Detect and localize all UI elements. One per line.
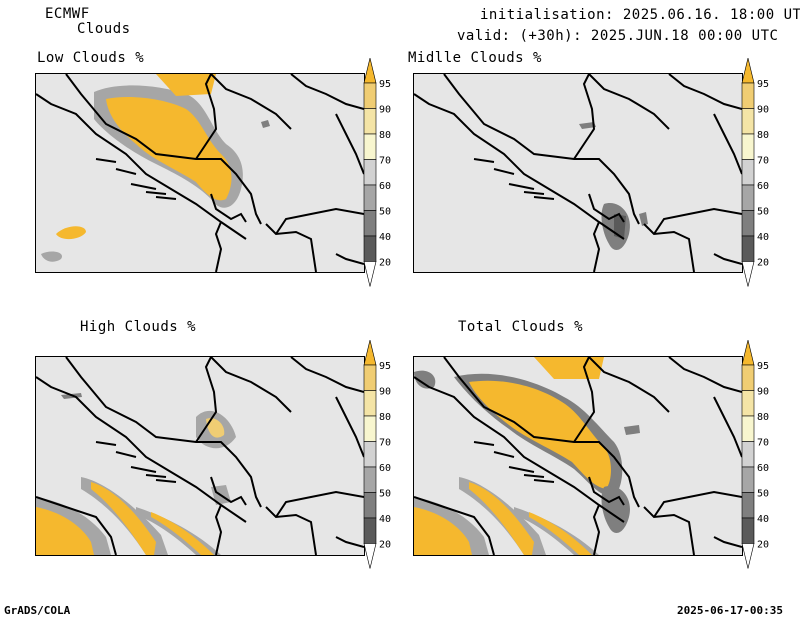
- colorbar-label: 80: [379, 130, 391, 141]
- colorbar-label: 95: [757, 79, 769, 90]
- colorbar-total: 95 90 80 70 60 50 40 20: [741, 340, 769, 569]
- colorbar-segment: [741, 82, 755, 109]
- colorbar-segment: [363, 108, 377, 135]
- colorbar-segment: [741, 364, 755, 391]
- borders-middle: [414, 74, 742, 272]
- colorbar-segment: [741, 441, 755, 468]
- colorbar-label: 60: [379, 463, 391, 474]
- colorbar-label: 20: [757, 258, 769, 269]
- colorbar-bottom-triangle: [363, 543, 377, 569]
- colorbar-segment: [363, 492, 377, 519]
- colorbar-segment: [741, 492, 755, 519]
- map-low-clouds: [35, 73, 365, 273]
- colorbar-top-triangle: [363, 58, 377, 84]
- colorbar-bottom-triangle: [363, 261, 377, 287]
- colorbar-bottom-triangle: [741, 261, 755, 287]
- colorbar-label: 50: [379, 489, 391, 500]
- init-time: initialisation: 2025.06.16. 18:00 UTC: [480, 7, 800, 23]
- colorbar-segment: [741, 210, 755, 237]
- colorbar-segment: [363, 415, 377, 442]
- colorbar-label: 60: [379, 181, 391, 192]
- colorbar-label: 50: [379, 207, 391, 218]
- colorbar-segment: [363, 159, 377, 186]
- map-middle-clouds: [413, 73, 743, 273]
- colorbar-segment: [363, 441, 377, 468]
- colorbar-top-triangle: [363, 340, 377, 366]
- valid-time: valid: (+30h): 2025.JUN.18 00:00 UTC: [457, 28, 779, 44]
- colorbar-label: 40: [379, 232, 391, 243]
- panel-title-total: Total Clouds %: [458, 319, 584, 335]
- colorbar-label: 90: [757, 105, 769, 116]
- colorbar-label: 20: [379, 258, 391, 269]
- cloud-field-low: [41, 74, 270, 262]
- colorbar-label: 20: [379, 540, 391, 551]
- colorbar-segment: [363, 133, 377, 160]
- map-total-clouds: [413, 356, 743, 556]
- colorbar-low: 95 90 80 70 60 50 40 20: [363, 58, 391, 287]
- panel-title-low: Low Clouds %: [37, 50, 145, 66]
- colorbar-segment: [363, 466, 377, 493]
- footer-timestamp: 2025-06-17-00:35: [677, 604, 783, 617]
- colorbar-segment: [363, 210, 377, 237]
- colorbar-segment: [741, 159, 755, 186]
- colorbar-label: 70: [379, 438, 391, 449]
- colorbar-segment: [741, 235, 755, 262]
- borders-high: [36, 357, 364, 555]
- panel-title-middle: Midlle Clouds %: [408, 50, 542, 66]
- colorbar-label: 70: [757, 156, 769, 167]
- colorbar-segment: [363, 82, 377, 109]
- colorbar-segment: [363, 517, 377, 544]
- colorbar-label: 50: [757, 207, 769, 218]
- colorbar-top-triangle: [741, 58, 755, 84]
- colorbar-segment: [741, 466, 755, 493]
- colorbar-label: 80: [757, 412, 769, 423]
- colorbar-segment: [741, 415, 755, 442]
- colorbar-label: 95: [379, 361, 391, 372]
- colorbar-label: 70: [379, 156, 391, 167]
- footer-software: GrADS/COLA: [4, 604, 71, 617]
- colorbar-label: 40: [757, 232, 769, 243]
- colorbar-label: 80: [757, 130, 769, 141]
- product-name: Clouds: [77, 21, 131, 37]
- colorbar-label: 95: [379, 79, 391, 90]
- colorbar-label: 90: [379, 105, 391, 116]
- colorbar-label: 90: [757, 387, 769, 398]
- colorbar-middle: 95 90 80 70 60 50 40 20: [741, 58, 769, 287]
- colorbar-bottom-triangle: [741, 543, 755, 569]
- colorbar-high: 95 90 80 70 60 50 40 20: [363, 340, 391, 569]
- borders-total: [414, 357, 742, 555]
- colorbar-segment: [741, 184, 755, 211]
- colorbar-segment: [741, 517, 755, 544]
- colorbar-label: 90: [379, 387, 391, 398]
- colorbar-label: 70: [757, 438, 769, 449]
- panel-title-high: High Clouds %: [80, 319, 197, 335]
- colorbar-segment: [363, 390, 377, 417]
- borders-low: [36, 74, 364, 272]
- model-name: ECMWF: [45, 6, 90, 22]
- colorbar-label: 60: [757, 463, 769, 474]
- colorbar-segment: [363, 184, 377, 211]
- colorbar-label: 20: [757, 540, 769, 551]
- colorbar-top-triangle: [741, 340, 755, 366]
- colorbar-segment: [741, 133, 755, 160]
- colorbar-segment: [363, 364, 377, 391]
- colorbar-label: 95: [757, 361, 769, 372]
- map-high-clouds: [35, 356, 365, 556]
- colorbar-segment: [363, 235, 377, 262]
- colorbar-label: 80: [379, 412, 391, 423]
- colorbar-label: 60: [757, 181, 769, 192]
- colorbar-label: 50: [757, 489, 769, 500]
- colorbar-segment: [741, 390, 755, 417]
- cloud-field-total: [414, 357, 640, 555]
- colorbar-segment: [741, 108, 755, 135]
- cloud-field-high: [36, 393, 236, 555]
- colorbar-label: 40: [379, 514, 391, 525]
- colorbar-label: 40: [757, 514, 769, 525]
